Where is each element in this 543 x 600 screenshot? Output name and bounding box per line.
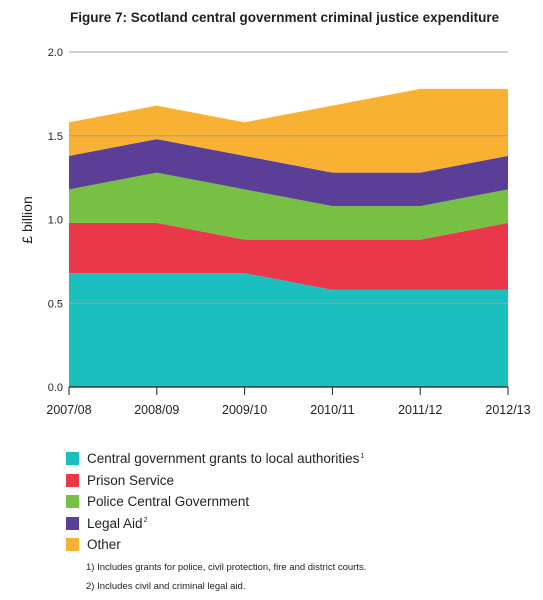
legend-label: Police Central Government — [87, 494, 250, 510]
x-tick-label: 2008/09 — [134, 403, 179, 417]
footnote-1: 1) Includes grants for police, civil pro… — [86, 562, 367, 573]
legend-item: Legal Aid2 — [66, 513, 364, 535]
legend-label: Other — [87, 537, 121, 553]
area-police-central-government — [69, 172, 508, 240]
x-tick-label: 2007/08 — [46, 403, 91, 417]
area-other — [69, 88, 508, 173]
legend-label: Legal Aid2 — [87, 515, 148, 531]
legend-swatch — [66, 538, 79, 552]
x-tick-label: 2011/12 — [398, 403, 442, 417]
footnote-2: 2) Includes civil and criminal legal aid… — [86, 581, 246, 592]
stacked-area-chart: 0.0 0.5 1.0 1.5 2.0 2007/08 2008/09 2009/10 2010… — [19, 47, 531, 417]
footnotes: 1) Includes grants for police, civil pro… — [86, 561, 366, 599]
chart-title: Figure 7: Scotland central government cr… — [70, 10, 500, 25]
legend-item: Other — [66, 534, 364, 556]
legend-footnote-mark: 1 — [360, 452, 365, 460]
legend-item: Central government grants to local autho… — [66, 448, 364, 470]
chart-axes: 0.0 0.5 1.0 1.5 2.0 2007/08 2008/09 2009/10 2010… — [46, 47, 530, 417]
x-tick-label: 2009/10 — [222, 403, 267, 417]
chart-areas — [69, 88, 508, 387]
area-central-government-grants-to-local-authorities — [69, 273, 508, 387]
y-tick-label: 1.5 — [48, 131, 63, 143]
legend-footnote-mark: 2 — [143, 517, 148, 525]
x-tick-label: 2010/11 — [310, 403, 354, 417]
y-tick-label: 1.0 — [48, 215, 63, 227]
legend-swatch — [66, 495, 79, 509]
legend-label: Prison Service — [87, 472, 175, 488]
legend-item: Police Central Government — [66, 491, 364, 513]
x-tick-label: 2012/13 — [485, 403, 530, 417]
area-legal-aid — [69, 139, 508, 207]
legend-swatch — [66, 452, 79, 466]
y-tick-label: 2.0 — [48, 47, 63, 59]
legend-swatch — [66, 473, 79, 487]
chart-legend: Central government grants to local autho… — [66, 448, 364, 556]
legend-label: Central government grants to local autho… — [87, 451, 365, 467]
y-tick-label: 0.0 — [48, 382, 63, 394]
legend-item: Prison Service — [66, 470, 364, 492]
y-tick-label: 0.5 — [48, 298, 63, 310]
y-axis-label: £ billion — [19, 196, 35, 243]
legend-swatch — [66, 516, 79, 530]
